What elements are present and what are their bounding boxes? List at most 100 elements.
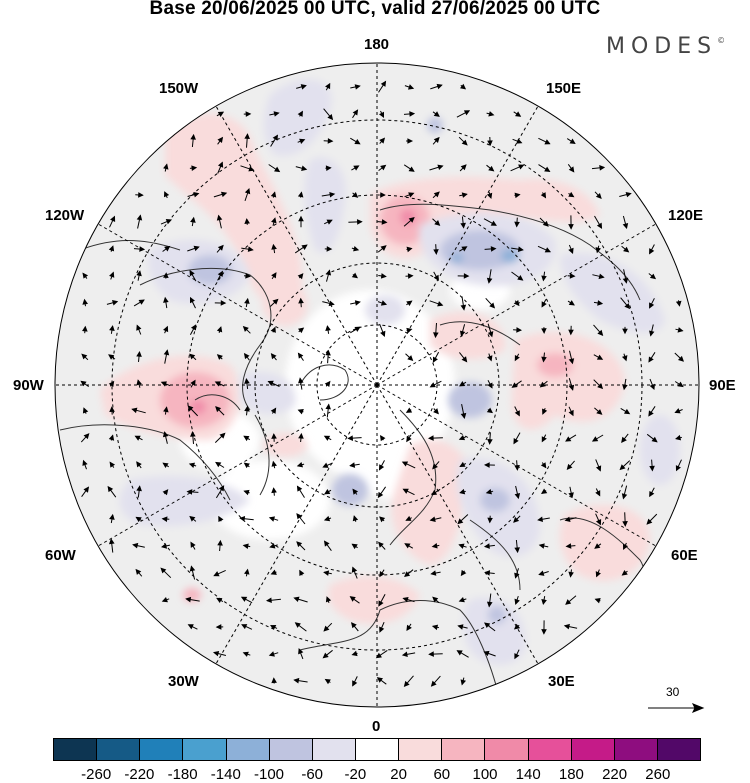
wind-vector — [621, 485, 628, 500]
wind-vector — [429, 164, 444, 171]
wind-vector — [460, 677, 467, 686]
label-30w: 30W — [168, 673, 199, 690]
wind-vector — [244, 218, 250, 225]
wind-vector — [160, 219, 173, 225]
wind-vector — [568, 350, 575, 365]
wind-vector — [80, 380, 89, 388]
wind-vector — [649, 459, 655, 472]
wind-vector — [514, 485, 521, 500]
wind-vector — [160, 381, 171, 387]
wind-vector — [190, 296, 196, 309]
wind-vector — [270, 353, 277, 361]
wind-vector — [294, 622, 307, 632]
wind-vector — [568, 378, 575, 391]
colorbar-tick-label: 220 — [602, 766, 628, 783]
wind-vector — [109, 406, 115, 415]
wind-vector — [351, 543, 358, 550]
wind-vector — [297, 327, 305, 334]
wind-vector — [242, 325, 251, 334]
wind-vector — [163, 163, 169, 172]
wind-vector — [216, 597, 224, 604]
wind-vector — [323, 540, 332, 551]
wind-vector — [430, 488, 441, 496]
wind-vector — [402, 596, 415, 603]
wind-vector — [622, 378, 628, 391]
wind-vector — [460, 83, 467, 90]
wind-vector — [487, 515, 493, 524]
wind-vector — [298, 432, 304, 443]
wind-vector — [595, 513, 602, 526]
colorbar-tick-label: 140 — [515, 766, 541, 783]
wind-vector — [674, 381, 684, 388]
wind-vector — [649, 244, 655, 255]
wind-vector — [162, 245, 171, 252]
wind-vector — [566, 138, 576, 144]
wind-vector — [511, 271, 524, 281]
wind-vector — [351, 650, 358, 657]
wind-vector — [594, 215, 603, 229]
wind-vector — [163, 406, 169, 415]
wind-vector — [404, 543, 414, 549]
wind-vector — [620, 297, 631, 310]
wind-vector — [541, 299, 547, 308]
wind-vector — [646, 513, 658, 525]
wind-vector — [648, 406, 656, 417]
wind-vector — [540, 192, 547, 199]
wind-vector — [511, 380, 522, 388]
wind-vector — [323, 570, 332, 576]
colorbar-swatch — [528, 739, 572, 760]
wind-vector — [293, 596, 308, 603]
wind-vector — [675, 300, 682, 307]
wind-vector — [80, 433, 90, 443]
wind-vector — [621, 433, 629, 443]
wind-vector — [271, 487, 277, 496]
colorbar-swatch — [269, 739, 313, 760]
map-title: Base 20/06/2025 00 UTC, valid 27/06/2025… — [149, 0, 601, 19]
wind-vector — [565, 434, 577, 442]
wind-vector — [217, 270, 223, 281]
wind-vector — [405, 353, 414, 362]
wind-vector — [486, 191, 493, 199]
wind-vector — [133, 299, 145, 307]
wind-vector — [483, 218, 497, 226]
wind-vector — [351, 245, 360, 252]
wind-vector — [458, 543, 467, 549]
wind-vector — [136, 270, 142, 281]
wind-vector — [349, 596, 360, 604]
wind-vector — [297, 191, 304, 198]
wind-vector — [460, 404, 467, 419]
wind-vector — [352, 676, 358, 687]
positive-anomaly-areas — [100, 113, 650, 624]
wind-vector — [188, 462, 197, 469]
wind-vector — [456, 650, 469, 658]
wind-vector — [296, 485, 305, 498]
wind-vector — [432, 596, 440, 604]
wind-vector — [511, 246, 524, 253]
wind-vector — [298, 215, 304, 228]
wind-vector — [296, 461, 305, 468]
wind-vector — [296, 541, 306, 551]
wind-vector — [161, 596, 170, 603]
colorbar-tick-label: -220 — [124, 766, 155, 783]
wind-vector — [487, 136, 493, 147]
wind-vector — [619, 191, 632, 198]
wind-vector — [432, 111, 440, 117]
wind-vector — [325, 349, 331, 364]
wind-vector — [379, 323, 386, 338]
wind-vector — [429, 380, 442, 388]
wind-vector — [512, 138, 523, 144]
wind-vector — [213, 191, 228, 198]
wind-vector — [136, 350, 142, 362]
wind-vector — [674, 352, 685, 362]
wind-vector — [267, 380, 280, 387]
wind-vector — [405, 273, 414, 279]
wind-vector — [567, 164, 575, 173]
wind-vector — [487, 353, 493, 362]
colorbar-swatch — [97, 739, 141, 760]
wind-vector — [187, 405, 199, 417]
modes-logo: MODES© — [606, 34, 725, 59]
wind-vector — [378, 80, 387, 93]
wind-vector — [299, 569, 305, 577]
wind-vector — [298, 377, 304, 390]
